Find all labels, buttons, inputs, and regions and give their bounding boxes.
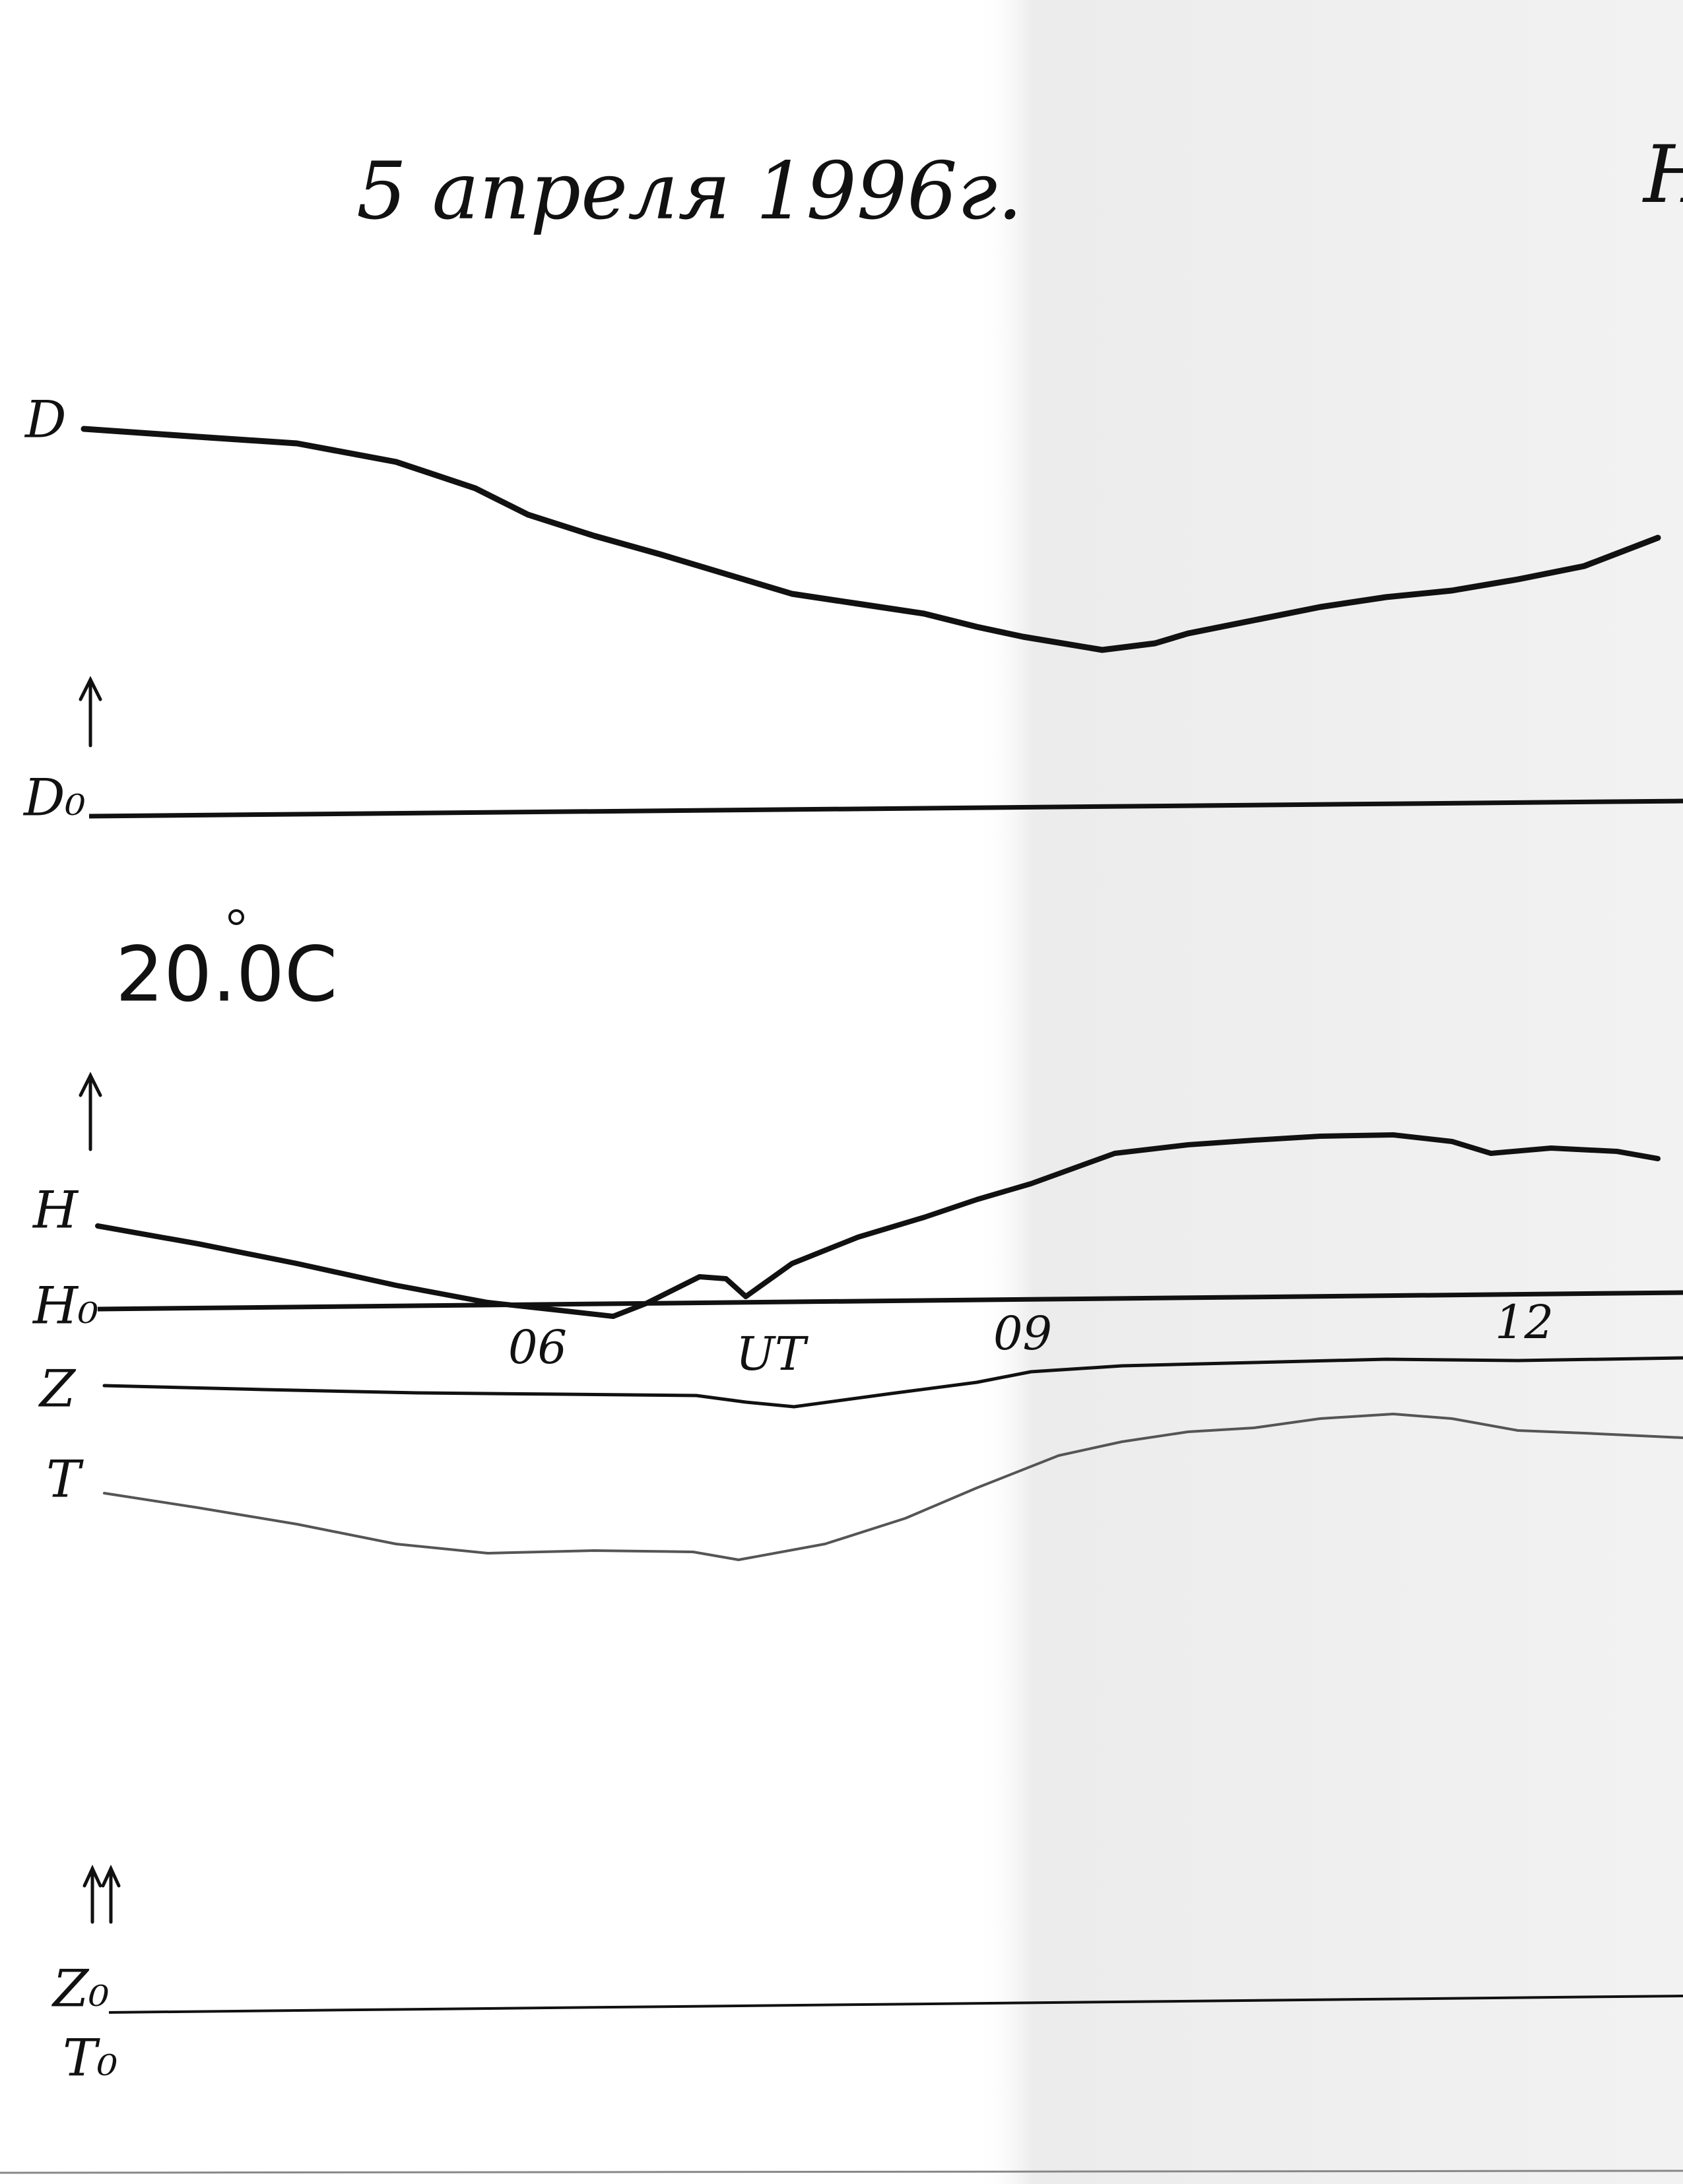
h-baseline (97, 1290, 1683, 1312)
temperature: 20.0C (116, 931, 337, 1019)
scan-shading (977, 0, 1683, 2184)
baseline-label: T₀ (63, 2029, 117, 2088)
time-label: 09 (993, 1306, 1052, 1361)
time-label: 12 (1495, 1295, 1554, 1349)
d-baseline (88, 798, 1683, 819)
z-trace (102, 1356, 1683, 1409)
arrow-head (101, 1865, 121, 1888)
arrow-head (82, 1865, 102, 1888)
baseline-label: Z₀ (51, 1960, 109, 2019)
baseline-label: H₀ (32, 1277, 98, 1336)
title: 5 апреля 1996г. (356, 146, 1022, 238)
corner-mark: Н (1642, 129, 1683, 221)
zt-baseline (108, 1995, 1683, 2014)
time-label: UT (736, 1327, 808, 1381)
arrow-head (79, 1072, 102, 1097)
trace-label: T (46, 1450, 84, 1510)
sheet-edge (0, 2169, 1683, 2174)
time-label: 06 (508, 1320, 567, 1374)
degree-mark (228, 909, 244, 925)
t-trace (103, 1413, 1683, 1561)
trace-label: D (24, 391, 67, 450)
trace-label: Z (38, 1360, 77, 1419)
trace-label: H (32, 1181, 79, 1240)
baseline-label: D₀ (22, 769, 86, 828)
d-trace (81, 426, 1661, 653)
arrow-head (79, 676, 102, 701)
